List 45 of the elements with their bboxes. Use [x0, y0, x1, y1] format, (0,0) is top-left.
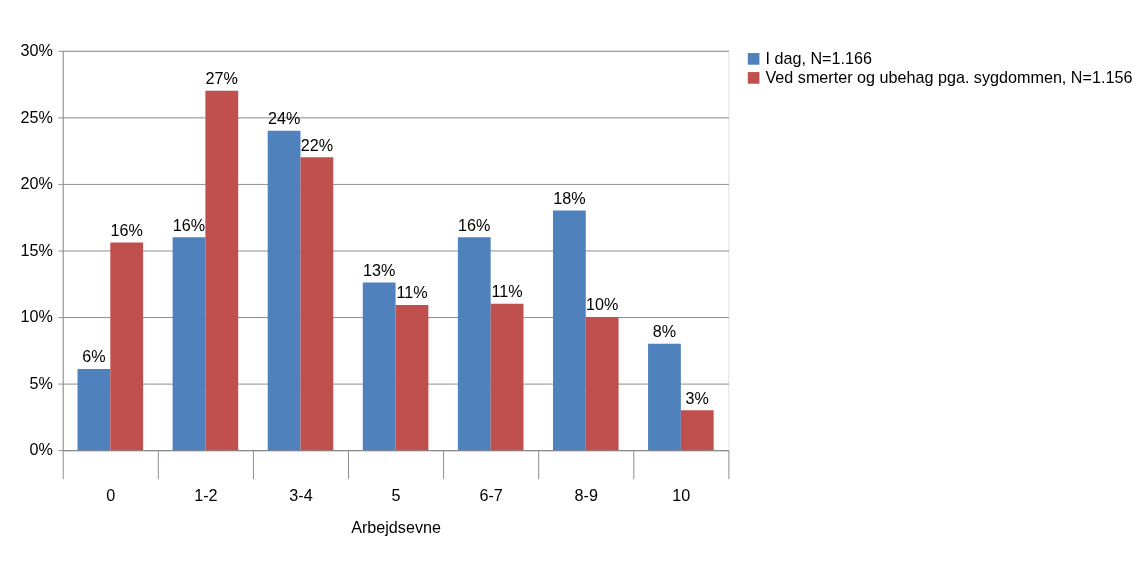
x-tick-label: 6-7	[479, 486, 503, 505]
bar	[457, 237, 491, 451]
bar	[300, 157, 334, 451]
bar	[585, 317, 619, 451]
data-label: 16%	[110, 220, 143, 239]
y-tick-label: 5%	[29, 373, 53, 392]
bar	[680, 410, 714, 451]
legend-label: Ved smerter og ubehag pga. sygdommen, N=1.156	[765, 67, 1133, 86]
x-tick-label: 1-2	[194, 486, 218, 505]
x-tick-label: 0	[106, 486, 116, 505]
bar	[362, 282, 396, 451]
x-tick-label: 10	[672, 486, 691, 505]
bar	[648, 343, 681, 451]
data-label: 6%	[82, 347, 106, 366]
data-label: 8%	[652, 322, 677, 341]
data-label: 22%	[300, 135, 334, 154]
data-label: 16%	[172, 215, 206, 234]
bar	[110, 242, 144, 451]
y-tick-label: 10%	[20, 307, 53, 326]
data-label: 3%	[685, 388, 709, 407]
bar	[552, 210, 586, 451]
bar	[172, 237, 206, 451]
bar	[490, 303, 524, 451]
y-tick-label: 15%	[20, 240, 53, 259]
x-tick-label: 5	[391, 486, 401, 505]
legend-label: I dag, N=1.166	[765, 48, 872, 67]
data-label: 24%	[267, 109, 301, 128]
y-tick-label: 20%	[20, 174, 53, 193]
bar	[77, 368, 111, 451]
bar	[267, 130, 301, 451]
bar	[205, 90, 239, 451]
x-tick-label: 8-9	[574, 486, 598, 505]
x-tick-label: 3-4	[289, 486, 313, 505]
data-label: 27%	[205, 69, 238, 88]
data-label: 13%	[363, 260, 396, 279]
data-label: 11%	[491, 282, 523, 301]
data-label: 10%	[585, 295, 619, 314]
data-label: 18%	[553, 188, 586, 207]
y-tick-label: 30%	[20, 41, 53, 60]
data-label: 11%	[396, 283, 428, 302]
bar	[395, 305, 429, 451]
data-label: 16%	[458, 215, 491, 234]
y-tick-label: 25%	[20, 107, 53, 126]
x-axis-title: Arbejdsevne	[351, 518, 441, 537]
y-tick-label: 0%	[29, 440, 53, 459]
